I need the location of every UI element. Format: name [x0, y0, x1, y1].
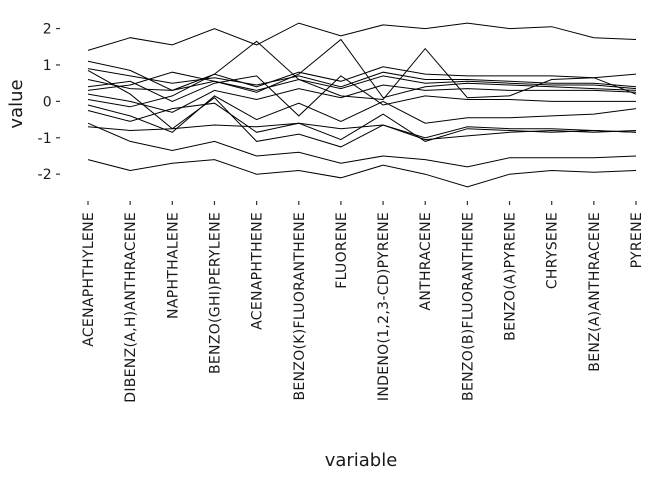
series-line-8 — [87, 75, 637, 91]
series-line-6 — [87, 60, 637, 91]
x-tick-label: BENZO(B)FLUORANTHENE — [460, 212, 476, 401]
y-axis-title: value — [6, 79, 27, 128]
series-line-12 — [87, 38, 637, 99]
series-line-5 — [87, 69, 637, 148]
series-line-14 — [87, 102, 637, 142]
y-tick-label: 2 — [43, 22, 52, 38]
series-line-1 — [87, 22, 637, 51]
series-line-13 — [87, 75, 636, 117]
x-tick-label: BENZ(A)ANTHRACENE — [587, 212, 603, 372]
x-axis-title: variable — [325, 450, 398, 471]
x-tick-label: ACENAPHTHYLENE — [81, 212, 97, 347]
x-tick-label: BENZO(A)PYRENE — [503, 212, 519, 341]
x-tick-label: ANTHRACENE — [418, 212, 434, 311]
x-tick-label: INDENO(1,2,3-CD)PYRENE — [376, 212, 392, 401]
series-line-9 — [87, 84, 637, 113]
x-tick-label: CHRYSENE — [545, 212, 561, 289]
series-line-11 — [87, 40, 637, 108]
y-axis: 2 1 0 -1 -2 — [37, 22, 60, 183]
x-tick-label: BENZO(K)FLUORANTHENE — [292, 212, 308, 401]
y-tick-label: -1 — [37, 131, 52, 147]
x-tick-label: NAPHTHALENE — [165, 212, 181, 319]
x-tick-label: ACENAPHTHENE — [250, 212, 266, 330]
y-tick-label: 1 — [43, 58, 52, 74]
y-tick-label: -2 — [37, 167, 52, 183]
x-tick-label: BENZO(GHI)PERYLENE — [207, 212, 223, 374]
series-line-3 — [87, 122, 637, 168]
series-line-7 — [87, 68, 637, 88]
series-layer — [87, 22, 637, 188]
series-line-2 — [87, 159, 637, 188]
x-tick-label: DIBENZ(A,H)ANTHRACENE — [123, 212, 139, 403]
x-axis: ACENAPHTHYLENE DIBENZ(A,H)ANTHRACENE NAPHT… — [81, 201, 645, 403]
x-tick-label: PYRENE — [629, 212, 645, 268]
series-line-10 — [87, 95, 637, 133]
x-tick-label: FLUORENE — [334, 212, 350, 289]
y-tick-label: 0 — [43, 94, 52, 110]
